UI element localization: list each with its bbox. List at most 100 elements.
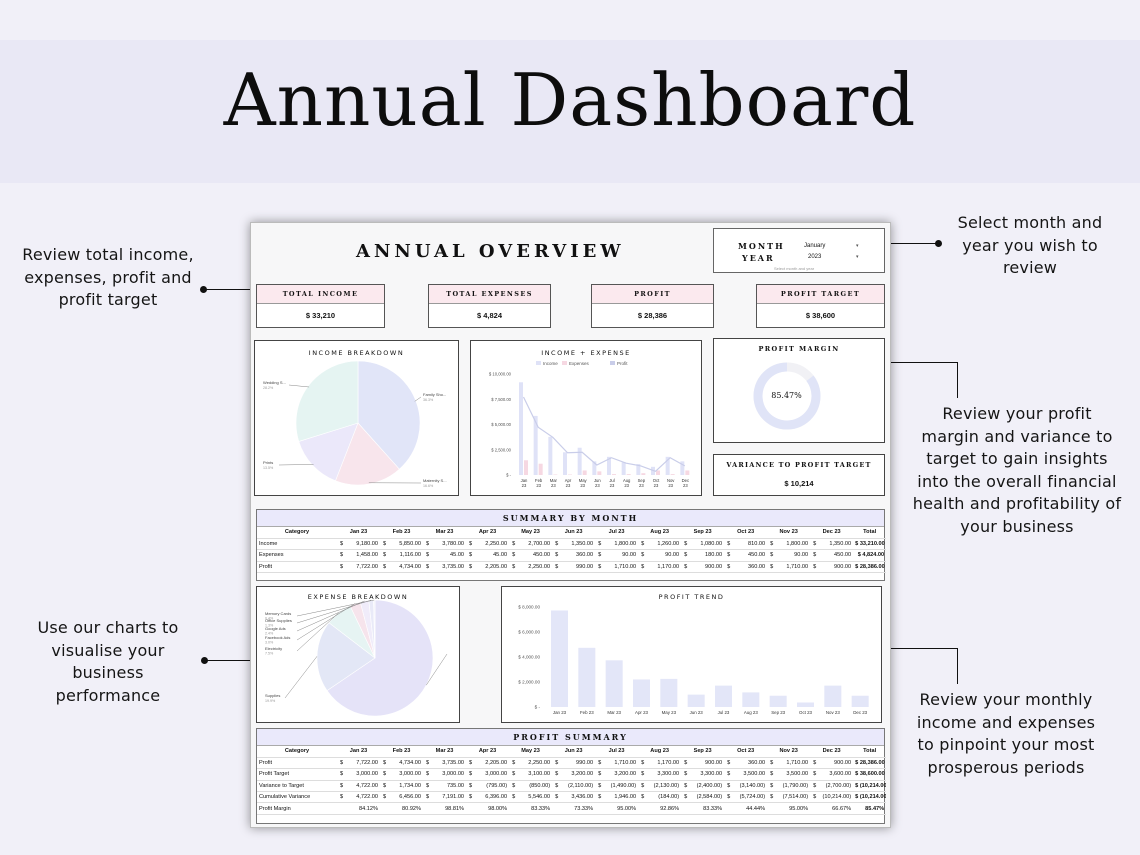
profit-bar	[605, 660, 623, 707]
table-row: Profit $7,722.00 $4,734.00 $3,735.00 $2,205.…	[257, 561, 887, 574]
column-header: Oct 23	[724, 746, 768, 758]
kpi-value: $ 33,210	[305, 311, 336, 320]
income-expense-title: INCOME + EXPENSE	[541, 349, 631, 357]
currency-symbol: $	[337, 549, 347, 562]
cell-value: 7,191.00	[433, 791, 467, 804]
cell-value: 1,710.00	[777, 757, 811, 770]
kpi-value: $ 4,824	[476, 311, 503, 320]
expense-slice-label: Supplies	[265, 693, 280, 698]
cell-value: 4,734.00	[390, 757, 424, 770]
expense-bar	[582, 470, 587, 475]
profit-margin-ring	[753, 362, 821, 430]
table-row: Cumulative Variance $4,722.00 $6,456.00 $7,…	[257, 791, 887, 804]
expense-bar	[656, 470, 660, 475]
currency-symbol	[724, 802, 735, 815]
income-expense-panel: INCOME + EXPENSE Income Expenses Profit $ 1…	[470, 340, 702, 496]
cell-value: 1,710.00	[605, 561, 639, 574]
currency-symbol	[423, 802, 434, 815]
x-tick-label: Jan 23	[553, 710, 567, 715]
kpi-total-income: TOTAL INCOME $ 33,210	[256, 284, 385, 328]
cell-value: 900.00	[820, 561, 854, 574]
x-tick-label: 23	[683, 483, 688, 488]
annotation-line	[957, 362, 958, 398]
income-bar	[607, 456, 611, 475]
income-bar	[519, 382, 523, 475]
currency-symbol: $	[681, 791, 692, 804]
column-header: Jan 23	[337, 527, 381, 539]
row-category: Cumulative Variance	[257, 791, 337, 804]
currency-symbol: $	[767, 561, 778, 574]
currency-symbol: $	[638, 561, 649, 574]
expense-slice-label: Office Supplies	[265, 618, 292, 623]
profit-bar	[633, 679, 650, 707]
annotation-line	[870, 243, 938, 244]
x-tick-label: 23	[595, 483, 600, 488]
currency-symbol: $	[509, 791, 520, 804]
x-tick-label: Dec 23	[853, 710, 867, 715]
x-tick-label: 23	[566, 483, 571, 488]
y-tick-label: $ -	[506, 473, 511, 478]
column-header: Apr 23	[466, 527, 510, 539]
currency-symbol: $	[595, 538, 606, 551]
summary-by-month-grid: Category Jan 23 Feb 23 Mar 23 Apr 23 May 23 Ju…	[257, 527, 887, 574]
month-dropdown[interactable]: January	[804, 243, 826, 249]
row-category: Expenses	[257, 549, 337, 562]
x-tick-label: Dec	[682, 478, 689, 483]
table-row: Expenses $1,458.00 $1,116.00 $45.00 $45.00 $4…	[257, 549, 887, 562]
cell-value: 1,080.00	[691, 538, 725, 551]
currency-symbol: $	[509, 768, 520, 781]
cell-value: 1,170.00	[648, 561, 682, 574]
column-header: Jan 23	[337, 746, 381, 758]
expense-leader-line	[426, 653, 448, 686]
profit-bar	[715, 685, 732, 707]
currency-symbol: $	[595, 757, 606, 770]
profit-bar	[797, 702, 814, 707]
profit-margin-title: PROFIT MARGIN	[758, 345, 840, 353]
year-chevron-down-icon[interactable]: ▾	[856, 254, 859, 260]
cell-value: 1,710.00	[605, 757, 639, 770]
annotation-line	[872, 362, 957, 363]
currency-symbol: $	[767, 549, 778, 562]
table-header-row: Category Jan 23 Feb 23 Mar 23 Apr 23 May 23 Ju…	[257, 746, 887, 758]
kpi-label: PROFIT	[592, 285, 713, 304]
x-tick-label: Nov	[667, 478, 675, 483]
cell-value: 66.67%	[820, 802, 854, 815]
y-tick-label: $ 8,000.00	[518, 605, 540, 610]
cell-value: 90.00	[605, 549, 639, 562]
column-header: Jun 23	[552, 527, 596, 539]
cell-value: 90.00	[648, 549, 682, 562]
cell-value: 990.00	[562, 561, 596, 574]
income-breakdown-panel: INCOME BREAKDOWN Family Sho... 36.3% Mater…	[254, 340, 459, 496]
currency-symbol: $	[724, 780, 735, 793]
annotation-select: Select month and year you wish to review	[957, 213, 1103, 277]
expense-leader-line	[296, 612, 339, 652]
cell-value: 3,000.00	[347, 768, 381, 781]
row-total: $ 28,386.00	[853, 561, 887, 574]
year-dropdown[interactable]: 2023	[808, 254, 822, 260]
currency-symbol: $	[423, 780, 434, 793]
kpi-total-expenses: TOTAL EXPENSES $ 4,824	[428, 284, 551, 328]
cell-value: 4,722.00	[347, 791, 381, 804]
cell-value: 5,546.00	[519, 791, 553, 804]
column-header: Feb 23	[380, 746, 424, 758]
currency-symbol: $	[380, 561, 391, 574]
row-total: $ 38,600.00	[853, 768, 887, 781]
cell-value: 450.00	[519, 549, 553, 562]
column-header: May 23	[509, 527, 553, 539]
cell-value: 990.00	[562, 757, 596, 770]
currency-symbol: $	[767, 791, 778, 804]
currency-symbol: $	[552, 538, 563, 551]
expense-bar	[685, 470, 690, 475]
x-tick-label: 23	[639, 483, 644, 488]
legend-label: Income	[543, 361, 558, 366]
variance-value: $ 10,214	[784, 479, 814, 488]
income-slice-label: Prints	[263, 460, 273, 465]
column-header: Mar 23	[423, 746, 467, 758]
column-header: Sep 23	[681, 746, 725, 758]
month-chevron-down-icon[interactable]: ▾	[856, 243, 859, 249]
x-tick-label: Jun 23	[690, 710, 704, 715]
currency-symbol: $	[595, 561, 606, 574]
cell-value: (10,214.00)	[820, 791, 854, 804]
cell-value: 98.00%	[476, 802, 510, 815]
cell-value: 1,260.00	[648, 538, 682, 551]
